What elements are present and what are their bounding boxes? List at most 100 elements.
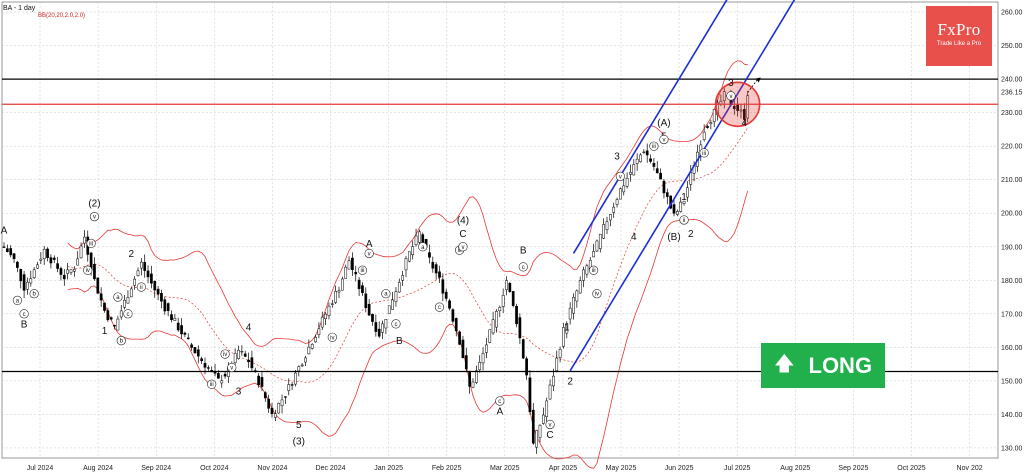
candle: [22, 271, 26, 298]
wave-circle-text: iii: [458, 248, 462, 254]
candle: [62, 269, 66, 286]
candle: [649, 154, 652, 164]
x-tick-label: Nov 2024: [257, 465, 287, 472]
candle: [284, 396, 287, 404]
plot-frame: [1, 1, 999, 459]
candle: [6, 244, 9, 253]
candle-body: [481, 353, 485, 364]
candle-body: [36, 264, 39, 269]
candle: [66, 262, 70, 280]
wave-label: (3): [293, 437, 305, 448]
wave-label-circled: iv: [83, 265, 93, 275]
wave-circle-text: iii: [652, 144, 656, 150]
candle-body: [649, 158, 652, 162]
logo-main-text: FxPro: [937, 20, 981, 39]
long-text: LONG: [808, 352, 873, 378]
candle-body: [458, 331, 461, 345]
candle-body: [528, 377, 532, 413]
candle-body: [287, 384, 291, 391]
candle-body: [344, 266, 348, 279]
candle-body: [411, 246, 415, 256]
candle-body: [612, 206, 616, 213]
candle-body: [632, 164, 636, 176]
candle: [2, 242, 6, 248]
candle-body: [387, 305, 391, 314]
candle: [16, 260, 19, 273]
candle-body: [454, 318, 458, 332]
candle-body: [52, 257, 56, 260]
wave-label: 3: [728, 78, 734, 89]
candle: [334, 285, 337, 305]
wave-label-circled: iii: [86, 238, 96, 249]
wave-circle-text: a: [421, 245, 425, 251]
wave-label-circled: b: [116, 336, 126, 346]
x-tick-label: Aug 2025: [780, 465, 810, 472]
candle-body: [12, 253, 16, 260]
candle: [247, 352, 250, 368]
candle-body: [625, 177, 629, 187]
candle-body: [26, 281, 29, 290]
horizontal-levels: [2, 78, 998, 373]
candle: [495, 309, 498, 333]
wave-circle-text: c: [522, 265, 525, 271]
last-price-label: 236.15: [1001, 90, 1023, 97]
candle: [622, 178, 626, 196]
candle-body: [156, 288, 160, 295]
wave-annotations: AB(2)C12345(3)AB(4)CABC1234(A)51(B)234ii…: [1, 78, 748, 448]
candle: [39, 251, 43, 265]
x-tick-label: Oct 2025: [897, 465, 926, 472]
trend-channel: [569, 0, 796, 372]
candle: [330, 299, 334, 308]
candle-body: [535, 430, 538, 448]
candle-body: [186, 337, 190, 340]
candle-body: [183, 332, 187, 335]
wave-circle: [495, 396, 505, 406]
wave-circle: [615, 171, 626, 181]
candle-body: [243, 353, 247, 357]
candle-body: [247, 359, 250, 363]
wave-label-circled: b: [29, 289, 39, 299]
wave-circle: [391, 319, 401, 329]
y-tick-label: 170.00: [1001, 311, 1023, 318]
candle-body: [595, 240, 599, 252]
y-tick-label: 150.00: [1001, 378, 1023, 385]
candle-body: [471, 381, 475, 388]
candle-body: [702, 131, 706, 140]
candle-body: [133, 278, 137, 286]
candle: [511, 291, 515, 308]
candle-body: [746, 95, 750, 119]
candle-body: [592, 251, 595, 258]
candle-body: [16, 261, 19, 268]
candle: [625, 172, 629, 189]
candle: [414, 228, 418, 247]
candle: [143, 254, 147, 278]
candle-body: [257, 375, 260, 386]
candle: [280, 394, 284, 414]
candle-body: [119, 310, 123, 318]
candle-body: [29, 278, 33, 284]
candle: [562, 322, 565, 349]
candle: [508, 281, 512, 293]
candle: [706, 124, 709, 129]
candle-body: [408, 251, 411, 262]
candle: [351, 252, 354, 276]
wave-label-circled: v: [364, 248, 374, 259]
candle-body: [260, 377, 264, 387]
candle-body: [304, 357, 307, 363]
wave-circle-text: b: [120, 339, 124, 345]
wave-circle: [113, 292, 123, 302]
candle: [632, 159, 636, 176]
y-tick-label: 180.00: [1001, 278, 1023, 285]
candle: [307, 339, 311, 355]
candle-body: [645, 150, 649, 156]
wave-circle: [83, 265, 93, 275]
candle: [196, 345, 200, 364]
candle-body: [83, 236, 86, 244]
candle-body: [545, 400, 549, 417]
candle-body: [562, 327, 565, 347]
forecast-arrow-head: [755, 77, 761, 83]
candle-body: [659, 172, 662, 180]
wave-circle-text: a: [16, 298, 20, 304]
candle: [294, 370, 297, 387]
wave-circle: [19, 309, 29, 319]
